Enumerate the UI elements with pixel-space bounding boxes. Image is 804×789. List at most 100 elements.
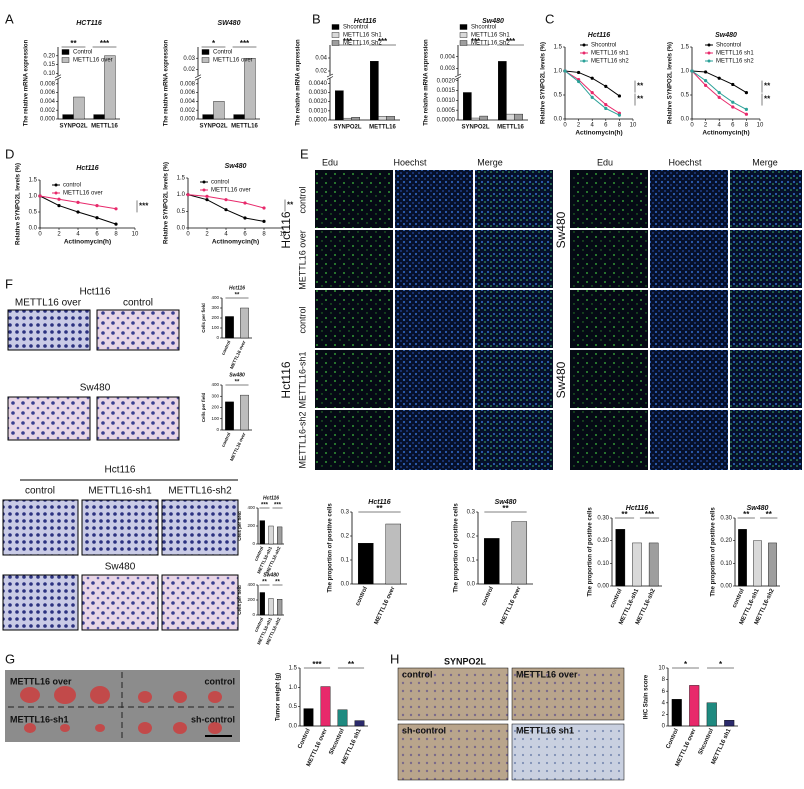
figure-label: F	[5, 276, 13, 291]
x-tick-label: 8	[114, 232, 118, 238]
figure-label: control	[25, 486, 55, 497]
x-tick-label: 4	[224, 232, 228, 238]
significance: ***	[139, 202, 149, 211]
y-tick-label: 0.0	[681, 117, 690, 123]
y-tick-label: 0.20	[597, 538, 609, 544]
legend-label: METTL16 Sh2	[343, 41, 382, 47]
y-tick-label: 0.20	[43, 53, 55, 59]
legend-label: METTL16 Sh2	[471, 41, 510, 47]
significance: **	[287, 201, 294, 210]
x-tick-label: METTL16	[231, 124, 258, 130]
legend-label: METTL16 Sh1	[471, 33, 510, 39]
point	[717, 95, 721, 99]
legend-swatch	[459, 24, 468, 30]
y-tick-label: 0.004	[180, 99, 196, 105]
significance: **	[235, 380, 240, 386]
legend-swatch	[707, 51, 711, 55]
legend-label: METTL16 sh1	[591, 51, 629, 57]
x-tick-label: METTL16	[497, 125, 524, 131]
legend-swatch	[331, 24, 340, 30]
y-tick-label: 0.0	[29, 226, 38, 232]
figure-label: D	[5, 146, 14, 161]
chart: 0.0 0.5 1.0 1.5 Sw480 Relative SYNPO2L levels…	[164, 162, 295, 246]
y-tick-label: 0.10	[720, 561, 732, 567]
legend-swatch	[331, 32, 340, 38]
y-tick-label: 0.2	[341, 534, 350, 540]
significance: *	[719, 660, 723, 669]
bar	[93, 114, 105, 120]
chart-title: Hct116	[263, 495, 279, 501]
y-tick-label: 200	[211, 405, 219, 410]
figure-label: METTL16-sh2	[168, 486, 232, 497]
y-tick-label: 1.0	[681, 69, 690, 75]
bar	[225, 316, 234, 339]
bar	[615, 529, 626, 587]
y-tick-label: 0.000	[180, 117, 196, 123]
x-tick-label: 8	[618, 123, 622, 129]
x-tick-label: 6	[604, 123, 608, 129]
axis-break	[195, 75, 201, 79]
point	[76, 200, 80, 204]
bar	[259, 592, 265, 616]
significance: **	[376, 504, 383, 513]
y-tick-label: 400	[247, 582, 255, 587]
significance: **	[764, 82, 771, 91]
y-tick-label: 0.002	[40, 108, 56, 114]
point	[76, 210, 80, 214]
y-tick-label: 0.3	[341, 510, 350, 516]
x-tick-label: SYNPO2L	[461, 125, 489, 131]
chart-title: Hct116	[588, 32, 611, 39]
x-tick-label: control	[610, 588, 624, 609]
y-tick-label: 400	[247, 505, 255, 510]
axis-break	[194, 74, 202, 79]
figure-label: METTL16 over	[10, 676, 72, 686]
figure-label: control	[205, 676, 236, 686]
bar	[240, 307, 249, 339]
bar	[385, 523, 402, 585]
legend-label: METTL16 over	[213, 58, 253, 64]
x-axis-label: Actinomycin(h)	[64, 239, 111, 246]
legend-label: Control	[213, 50, 232, 56]
bar	[62, 114, 74, 120]
f-images	[2, 309, 239, 631]
chart: 0.0 0.5 1.0 1.5 Sw480 Relative SYNPO2L levels…	[668, 32, 772, 137]
y-tick-label: 0.0	[177, 226, 186, 232]
x-tick-label: control	[253, 617, 264, 633]
point	[744, 112, 749, 116]
point	[617, 94, 622, 98]
significance: ***	[312, 660, 322, 669]
y-tick-label: 100	[211, 416, 219, 421]
x-tick-label: SYNPO2L	[199, 124, 227, 130]
y-tick-label: 1.0	[177, 192, 186, 198]
point	[262, 219, 266, 223]
figure-label: B	[312, 11, 321, 26]
y-tick-label: 0.0	[467, 582, 476, 588]
figure-label: METTL16 sh1	[516, 725, 574, 735]
chart-title: SW480	[218, 20, 241, 27]
point	[577, 70, 581, 75]
bar	[337, 709, 348, 727]
figure-label: control	[402, 669, 433, 679]
y-tick-label: 0.5	[681, 93, 690, 99]
y-axis-label: Cells per field	[237, 511, 242, 541]
y-tick-label: 0.0040	[309, 81, 328, 87]
legend-label: Shcontrol	[591, 43, 616, 49]
x-tick-label: 10	[280, 232, 287, 238]
x-tick-label: control	[221, 340, 232, 356]
bar	[738, 529, 747, 587]
y-tick-label: 4	[662, 700, 666, 706]
y-tick-label: 0.2	[467, 534, 476, 540]
figure-label: Sw480	[105, 562, 136, 573]
point	[731, 105, 735, 109]
significance: ***	[645, 510, 655, 519]
chart-title: Hct116	[229, 285, 245, 291]
y-tick-label: 0.0020	[309, 99, 328, 105]
legend-swatch	[582, 43, 586, 47]
significance: **	[764, 95, 771, 104]
legend-swatch	[61, 49, 70, 55]
point	[604, 103, 608, 107]
y-tick-label: 300	[211, 393, 219, 398]
x-tick-label: 6	[731, 123, 735, 129]
